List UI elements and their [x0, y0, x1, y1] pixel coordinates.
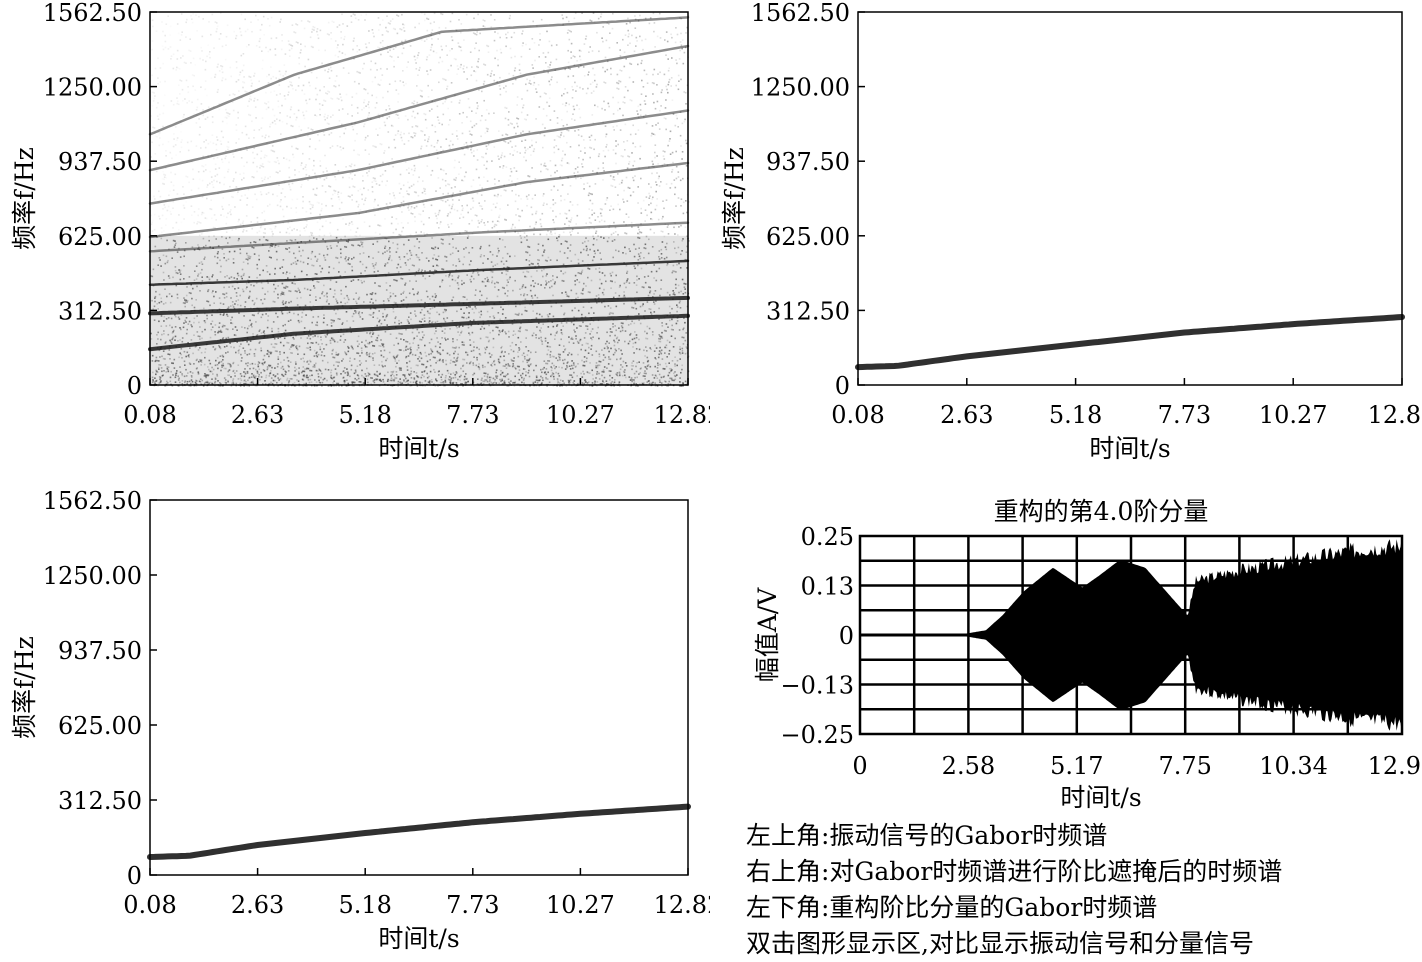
note-top-right: 右上角:对Gabor时频谱进行阶比遮掩后的时频谱	[746, 854, 1416, 890]
y-tick-label: 0	[835, 372, 850, 400]
y-tick-label: 0.13	[801, 573, 854, 601]
x-tick-label: 2.63	[940, 401, 993, 429]
waveform-bottom-right[interactable]: 重构的第4.0阶分量 0 2.58 5.17 7.75 10.34 12.92 0.25 0.1…	[710, 475, 1422, 820]
note-top-left: 左上角:振动信号的Gabor时频谱	[746, 818, 1416, 854]
y-axis-label: 频率f/Hz	[720, 147, 749, 250]
y-axis-label: 幅值A/V	[753, 587, 782, 682]
plot-area	[150, 12, 690, 387]
chart-title: 重构的第4.0阶分量	[994, 497, 1209, 526]
x-tick-label: 12.82	[654, 891, 710, 919]
y-tick-label: −0.13	[780, 672, 854, 700]
y-axis-label: 频率f/Hz	[10, 636, 39, 739]
x-tick-label: 2.58	[942, 752, 995, 780]
y-tick-label: 0	[127, 372, 142, 400]
y-tick-label: 312.50	[766, 297, 850, 325]
y-tick-label: 1562.50	[43, 0, 142, 27]
plot-area	[858, 12, 1402, 385]
y-tick-label: 937.50	[58, 637, 142, 665]
x-tick-label: 12.82	[654, 401, 710, 429]
x-tick-label: 0.08	[123, 401, 176, 429]
note-bottom-left: 左下角:重构阶比分量的Gabor时频谱	[746, 890, 1416, 926]
x-tick-label: 2.63	[231, 401, 284, 429]
y-tick-label: 0	[839, 622, 854, 650]
y-tick-label: 937.50	[58, 148, 142, 176]
x-axis-label: 时间t/s	[1060, 783, 1141, 812]
y-tick-label: 1562.50	[751, 0, 850, 27]
y-tick-label: 625.00	[58, 223, 142, 251]
x-tick-label: 7.73	[446, 401, 499, 429]
y-axis-label: 频率f/Hz	[10, 147, 39, 250]
x-tick-label: 10.27	[546, 891, 615, 919]
plot-area	[150, 500, 688, 875]
x-tick-label: 5.18	[338, 891, 391, 919]
y-tick-label: 312.50	[58, 297, 142, 325]
notes-block: 左上角:振动信号的Gabor时频谱 右上角:对Gabor时频谱进行阶比遮掩后的时…	[746, 818, 1416, 962]
y-tick-label: 0	[127, 862, 142, 890]
x-tick-label: 7.75	[1158, 752, 1211, 780]
x-axis-label: 时间t/s	[1089, 434, 1170, 463]
spectrogram-top-right[interactable]: 0.08 2.63 5.18 7.73 10.27 12.82 0 312.50 625.00 9…	[710, 0, 1422, 475]
note-double-click: 双击图形显示区,对比显示振动信号和分量信号	[746, 926, 1416, 962]
x-tick-label: 5.18	[338, 401, 391, 429]
y-tick-label: 0.25	[801, 523, 854, 551]
spectrogram-top-left[interactable]: 0.08 2.63 5.18 7.73 10.27 12.82 0 312.50 625.00 9…	[0, 0, 710, 475]
x-tick-label: 7.73	[1158, 401, 1211, 429]
x-tick-label: 10.27	[1259, 401, 1328, 429]
y-tick-label: 937.50	[766, 148, 850, 176]
x-tick-label: 5.17	[1050, 752, 1103, 780]
x-tick-label: 12.82	[1368, 401, 1422, 429]
plot-background	[150, 500, 688, 875]
y-tick-label: 1250.00	[43, 562, 142, 590]
x-tick-label: 10.27	[546, 401, 615, 429]
x-tick-label: 0	[852, 752, 867, 780]
y-tick-label: 625.00	[58, 712, 142, 740]
x-axis-label: 时间t/s	[378, 924, 459, 953]
y-tick-label: −0.25	[780, 721, 854, 749]
y-tick-label: 1250.00	[751, 74, 850, 102]
x-tick-label: 0.08	[123, 891, 176, 919]
y-tick-label: 1562.50	[43, 487, 142, 515]
x-tick-label: 7.73	[446, 891, 499, 919]
x-tick-label: 10.34	[1259, 752, 1328, 780]
y-tick-label: 312.50	[58, 787, 142, 815]
x-tick-label: 0.08	[831, 401, 884, 429]
plot-background	[858, 12, 1402, 385]
y-tick-label: 625.00	[766, 223, 850, 251]
x-tick-label: 5.18	[1049, 401, 1102, 429]
spectrogram-bottom-left[interactable]: 0.08 2.63 5.18 7.73 10.27 12.82 0 312.50 625.00 9…	[0, 475, 710, 961]
x-axis-label: 时间t/s	[378, 434, 459, 463]
x-tick-label: 2.63	[231, 891, 284, 919]
y-tick-label: 1250.00	[43, 74, 142, 102]
x-tick-label: 12.92	[1368, 752, 1422, 780]
